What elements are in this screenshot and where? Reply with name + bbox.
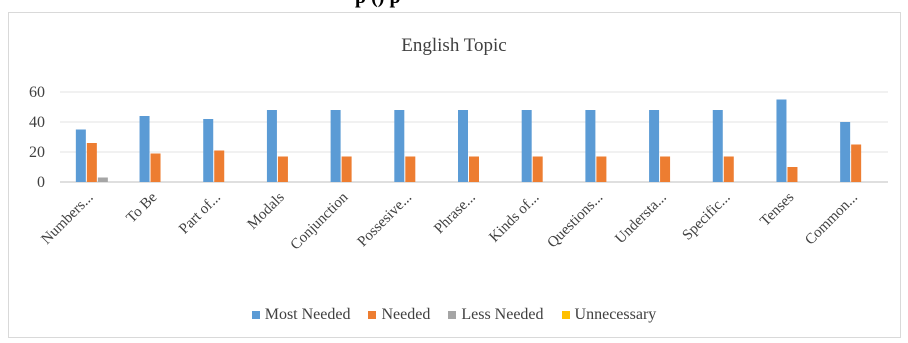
x-tick-label: Questions... [545, 190, 607, 252]
x-tick-label: Phrase... [431, 190, 479, 238]
x-tick-label: Numbers... [39, 190, 97, 248]
bar-needed [86, 143, 97, 182]
bar-most-needed [521, 110, 532, 182]
cropped-page-header: p () p [0, 0, 908, 10]
legend-swatch [251, 311, 260, 319]
bar-needed [341, 156, 352, 182]
x-tick-label: Part of... [176, 190, 224, 238]
legend-label: Less Needed [461, 306, 544, 323]
bar-needed [851, 144, 862, 182]
bar-needed [596, 156, 607, 182]
bar-needed [787, 167, 798, 182]
x-tick-label: Modals [245, 189, 288, 232]
bar-most-needed [394, 110, 405, 182]
bar-most-needed [458, 110, 468, 182]
legend-label: Most Needed [264, 306, 351, 323]
chart-title: English Topic [401, 35, 506, 56]
bar-most-needed [585, 110, 596, 182]
chart-legend: Most Needed Needed Less Needed Unnecessary [0, 306, 908, 324]
x-tick-label: Understa... [612, 190, 670, 248]
bar-most-needed [840, 122, 851, 182]
y-tick-label: 0 [37, 174, 45, 191]
legend-label: Needed [381, 306, 431, 323]
bar-most-needed [649, 110, 660, 182]
bar-needed [532, 156, 543, 182]
x-tick-label: Kinds of... [486, 190, 542, 246]
x-tick-label: Common... [802, 190, 861, 249]
bar-most-needed [712, 110, 723, 182]
legend-item-most-needed: Most Needed [251, 306, 351, 324]
x-tick-label: Possesive... [355, 190, 416, 251]
bar-most-needed [330, 110, 341, 182]
bar-needed [405, 156, 416, 182]
bar-needed [277, 156, 288, 182]
x-tick-label: To Be [124, 189, 161, 226]
x-tick-label: Conjunction [288, 189, 352, 253]
bar-most-needed [776, 99, 787, 182]
legend-label: Unnecessary [574, 306, 657, 323]
y-tick-label: 60 [29, 84, 45, 101]
legend-swatch [448, 311, 457, 319]
bar-needed [150, 153, 161, 182]
bar-most-needed [139, 116, 150, 182]
bar-needed [469, 156, 479, 182]
legend-item-less-needed: Less Needed [448, 306, 544, 324]
bar-needed [214, 150, 225, 182]
page-header-fragment: p () p [355, 0, 401, 9]
bar-less-needed [97, 177, 108, 182]
legend-item-needed: Needed [368, 306, 430, 324]
bar-most-needed [266, 110, 277, 182]
legend-swatch [561, 311, 570, 319]
y-tick-label: 40 [29, 114, 45, 131]
legend-swatch [368, 311, 377, 319]
x-tick-label: Tenses [757, 189, 797, 229]
bar-needed [660, 156, 671, 182]
y-tick-label: 20 [29, 144, 45, 161]
bar-most-needed [75, 129, 86, 182]
bar-needed [723, 156, 734, 182]
x-tick-label: Specific... [680, 190, 734, 244]
bar-most-needed [203, 119, 214, 182]
legend-item-unnecessary: Unnecessary [561, 306, 657, 324]
